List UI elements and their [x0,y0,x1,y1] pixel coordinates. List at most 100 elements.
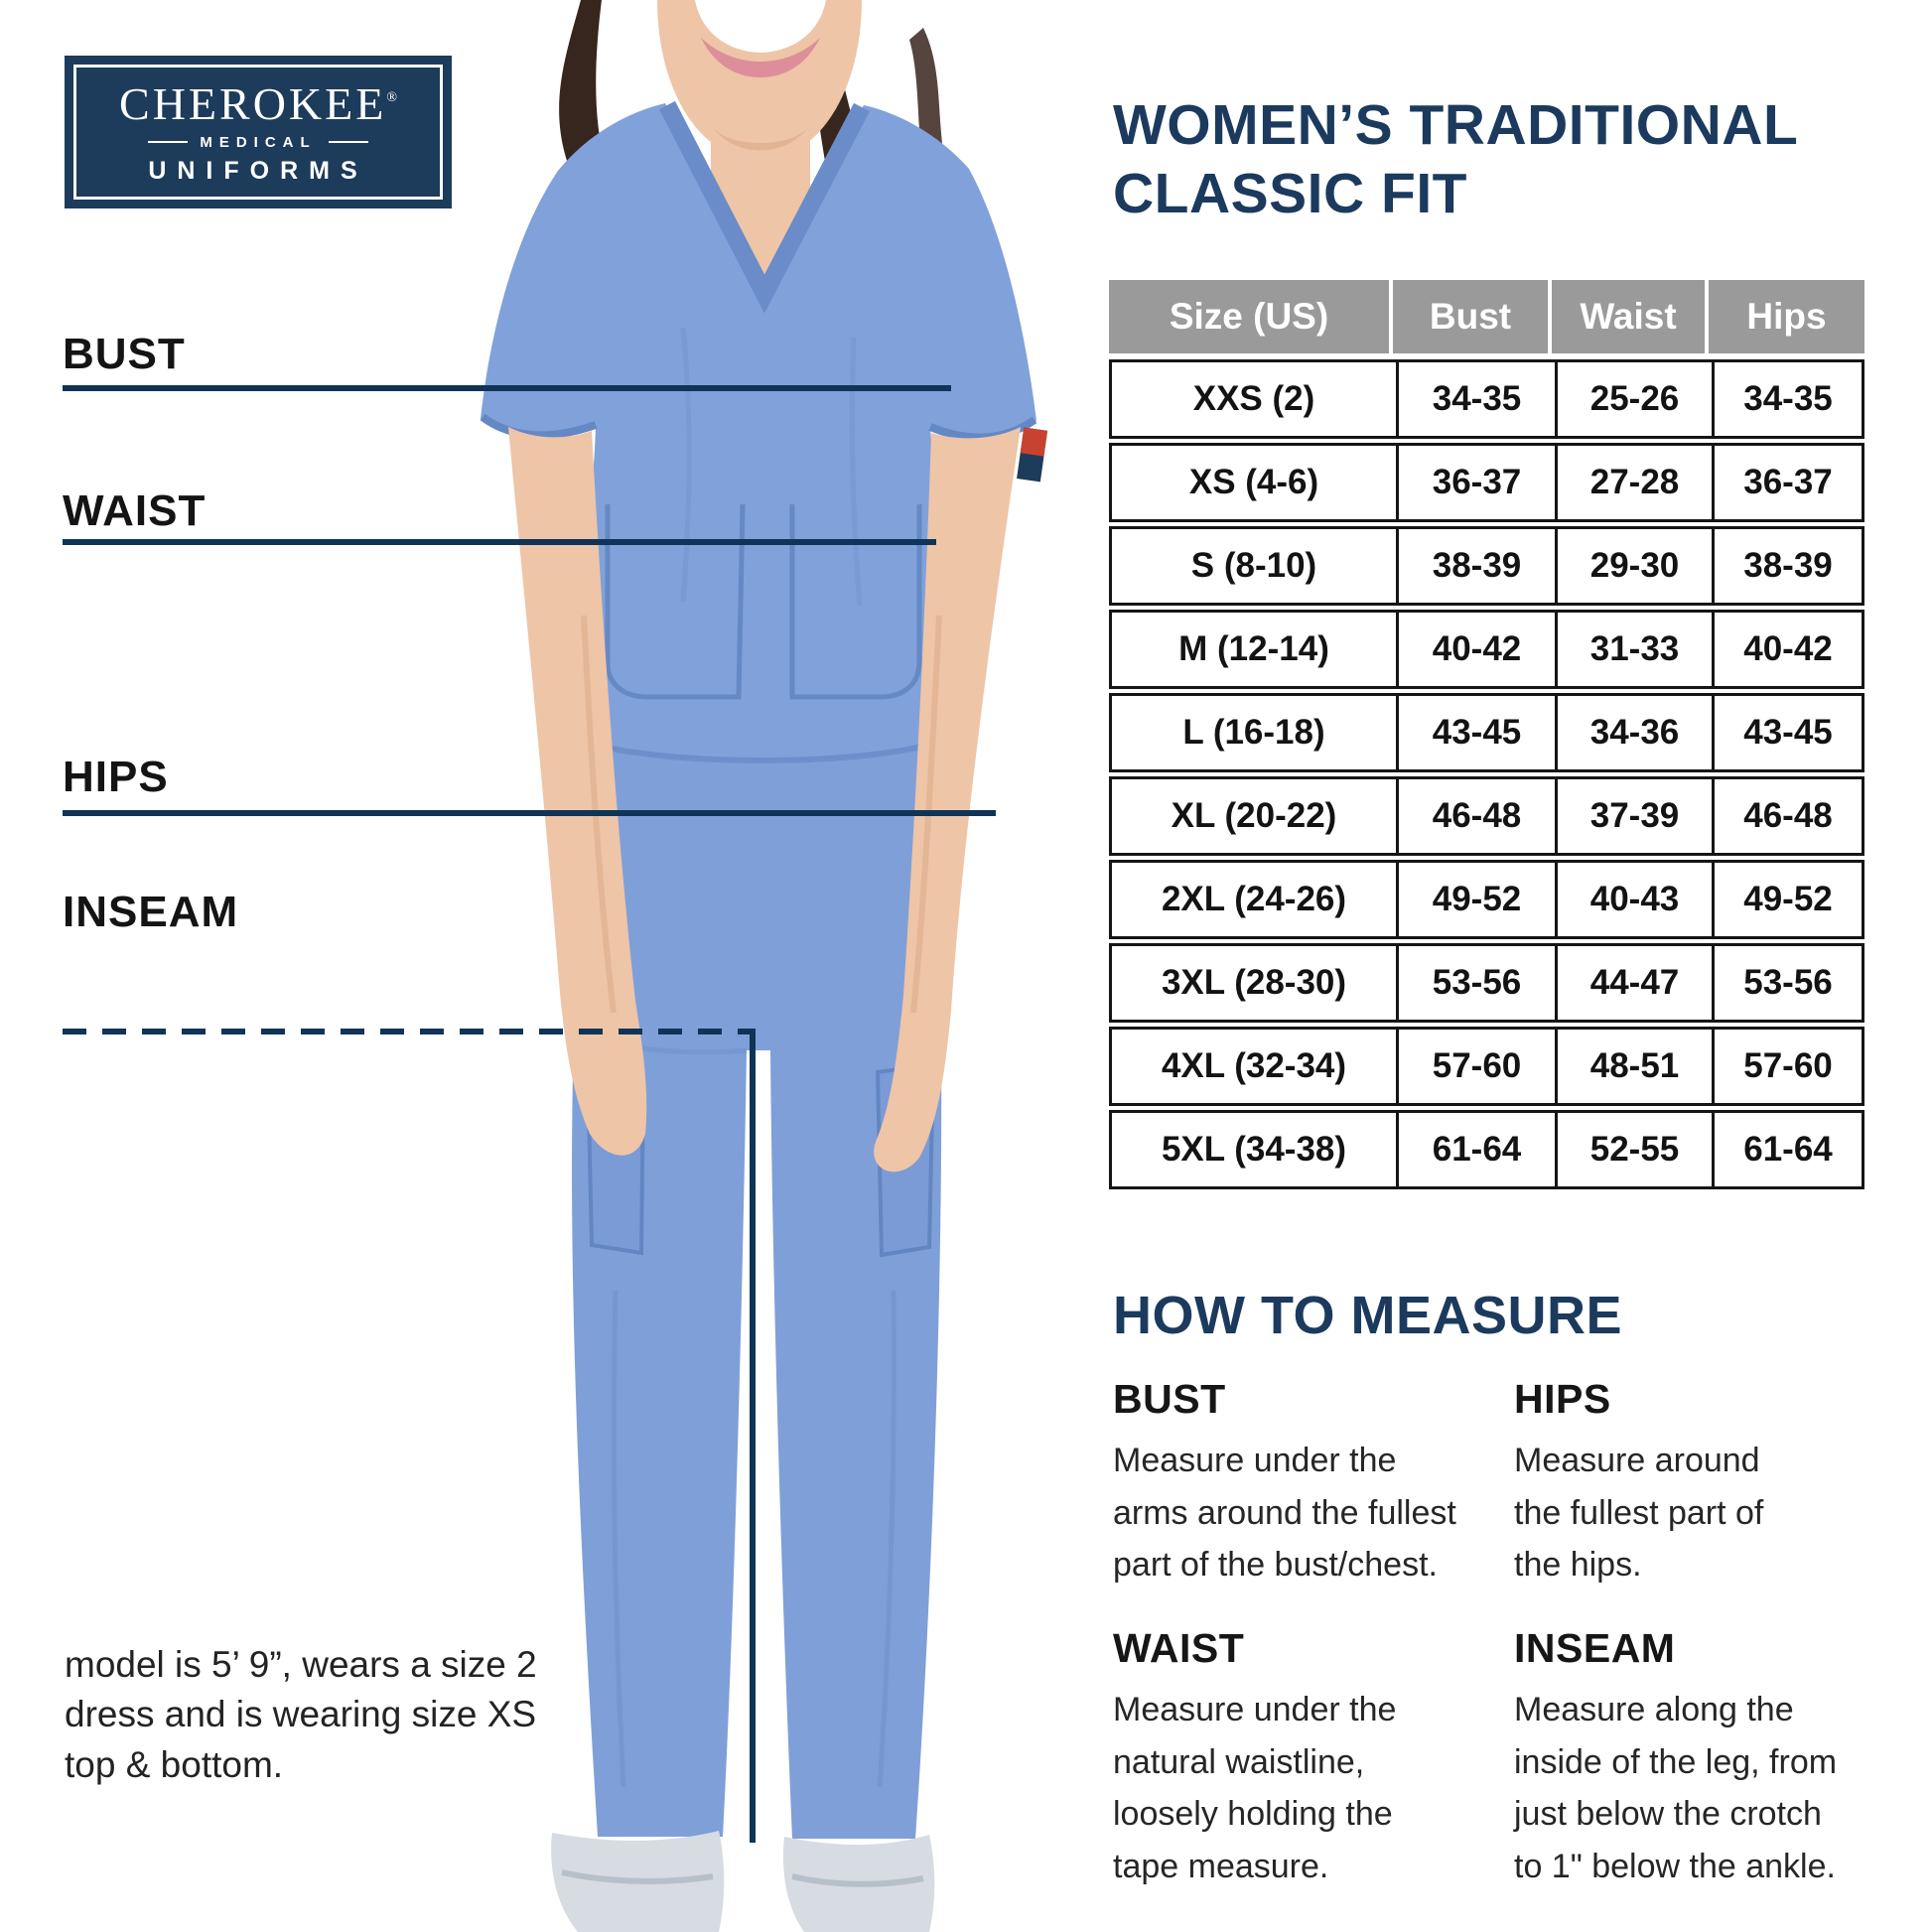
measurement-cell: 53-56 [1396,946,1555,1020]
top-pocket-left [605,503,746,700]
brand-uniforms-label: UNIFORMS [148,156,368,185]
column-header: Bust [1393,280,1552,353]
measurement-cell: 31-33 [1555,613,1712,686]
hips-line [63,810,996,816]
measurement-cell: 38-39 [1396,529,1555,603]
column-header: Hips [1746,296,1827,337]
measurement-cell: 61-64 [1396,1113,1555,1186]
table-row: XL (20-22) 46-48 37-39 46-48 [1109,776,1864,856]
measurement-cell: 40-43 [1555,863,1712,936]
size-cell: S (8-10) [1190,546,1317,585]
table-row: XXS (2) 34-35 25-26 34-35 [1109,359,1864,439]
sleeve-tag [1017,427,1048,483]
inseam-vertical-line [750,1029,756,1843]
measure-section-label: WAIST [1113,1625,1245,1672]
table-row: M (12-14) 40-42 31-33 40-42 [1109,610,1864,689]
measure-section-text: Measure around the fullest part of the h… [1514,1442,1764,1585]
measurement-cell: 53-56 [1712,946,1862,1020]
size-table: Size (US) Bust Waist Hips XXS (2) 34-35 25-26… [1109,280,1864,1189]
measurement-cell: 36-37 [1396,446,1555,519]
size-cell: 2XL (24-26) [1161,880,1347,918]
rule-right [328,141,368,143]
measurement-cell: 34-36 [1555,696,1712,769]
measurement-cell: 57-60 [1712,1030,1862,1103]
column-header: Waist [1552,280,1709,353]
top-pocket-right [789,504,922,700]
measure-section-waist: WAIST Measure under the natural waistline… [1113,1625,1514,1893]
measure-section-text: Measure under the arms around the fulles… [1113,1442,1456,1585]
hips-label: HIPS [63,753,169,801]
measure-section-text: Measure along the inside of the leg, fro… [1514,1691,1838,1886]
waist-line [63,539,936,545]
arms [508,427,1021,1173]
measurement-cell: 40-42 [1396,613,1555,686]
measurement-cell: 46-48 [1396,779,1555,853]
measurement-cell: 40-42 [1712,613,1862,686]
page-title-line1: WOMEN’S TRADITIONAL [1113,93,1799,157]
scrub-top [480,100,1037,763]
size-cell: XXS (2) [1192,379,1315,418]
registered-mark-icon: ® [386,89,397,105]
bust-line [63,385,951,391]
how-to-measure-heading: HOW TO MEASURE [1113,1286,1623,1345]
table-row: 4XL (32-34) 57-60 48-51 57-60 [1109,1027,1864,1106]
measurement-cell: 48-51 [1555,1030,1712,1103]
bust-label: BUST [63,330,186,378]
face [657,0,862,296]
measurement-cell: 52-55 [1555,1113,1712,1186]
measurement-cell: 43-45 [1712,696,1862,769]
table-row: 5XL (34-38) 61-64 52-55 61-64 [1109,1110,1864,1189]
table-row: S (8-10) 38-39 29-30 38-39 [1109,526,1864,606]
size-cell: L (16-18) [1182,713,1325,752]
measure-section-text: Measure under the natural waistline, loo… [1113,1691,1397,1886]
measurement-cell: 49-52 [1396,863,1555,936]
measurement-cell: 49-52 [1712,863,1862,936]
measure-section-bust: BUST Measure under the arms around the fu… [1113,1376,1514,1591]
model-size-note: model is 5’ 9”, wears a size 2 dress and… [65,1644,537,1785]
measurement-cell: 34-35 [1396,362,1555,436]
smile [695,0,826,53]
measurement-cell: 61-64 [1712,1113,1862,1186]
measure-section-inseam: INSEAM Measure along the inside of the le… [1514,1625,1897,1893]
waist-label: WAIST [63,486,207,535]
measure-section-hips: HIPS Measure around the fullest part of t… [1514,1376,1897,1591]
measurement-cell: 36-37 [1712,446,1862,519]
how-to-measure-grid: BUST Measure under the arms around the fu… [1113,1376,1897,1893]
shoes [551,1831,935,1932]
inseam-label: INSEAM [63,888,239,936]
measurement-cell: 44-47 [1555,946,1712,1020]
table-row: 3XL (28-30) 53-56 44-47 53-56 [1109,943,1864,1023]
page-title: WOMEN’S TRADITIONAL CLASSIC FIT [1113,91,1798,228]
brand-medical-row: MEDICAL [148,133,368,151]
table-row: 2XL (24-26) 49-52 40-43 49-52 [1109,860,1864,939]
size-cell: XS (4-6) [1188,463,1319,501]
measurement-cell: 25-26 [1555,362,1712,436]
size-cell: M (12-14) [1178,629,1329,668]
size-cell: 5XL (34-38) [1161,1130,1347,1169]
measurement-cell: 29-30 [1555,529,1712,603]
size-table-header: Size (US) Bust Waist Hips [1109,280,1864,353]
size-cell: 3XL (28-30) [1161,963,1347,1002]
measure-section-label: BUST [1113,1376,1226,1422]
page-title-line2: CLASSIC FIT [1113,162,1467,225]
v-neck-collar [659,100,870,314]
brand-logo: CHEROKEE® MEDICAL UNIFORMS [65,56,452,208]
rule-left [148,141,189,143]
size-table-body: XXS (2) 34-35 25-26 34-35 XS (4-6) 36-37 27-28… [1109,359,1864,1189]
measurement-cell: 46-48 [1712,779,1862,853]
brand-name: CHEROKEE® [119,77,397,129]
size-cell: XL (20-22) [1171,796,1337,835]
measurement-cell: 34-35 [1712,362,1862,436]
measurement-cell: 37-39 [1555,779,1712,853]
size-cell: 4XL (32-34) [1161,1046,1347,1085]
table-row: L (16-18) 43-45 34-36 43-45 [1109,693,1864,772]
measurement-cell: 38-39 [1712,529,1862,603]
brand-medical-label: MEDICAL [200,133,317,151]
inseam-dashed-line [63,1029,754,1035]
column-header: Size (US) [1109,280,1393,353]
measurement-cell: 43-45 [1396,696,1555,769]
brand-logo-frame: CHEROKEE® MEDICAL UNIFORMS [73,65,443,200]
measure-section-label: INSEAM [1514,1625,1676,1672]
measurement-cell: 27-28 [1555,446,1712,519]
